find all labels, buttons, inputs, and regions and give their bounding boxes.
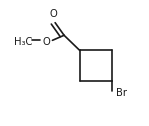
Text: Br: Br (116, 88, 127, 98)
Text: O: O (42, 37, 50, 47)
Text: O: O (49, 9, 57, 19)
Text: H₃C: H₃C (14, 37, 32, 47)
